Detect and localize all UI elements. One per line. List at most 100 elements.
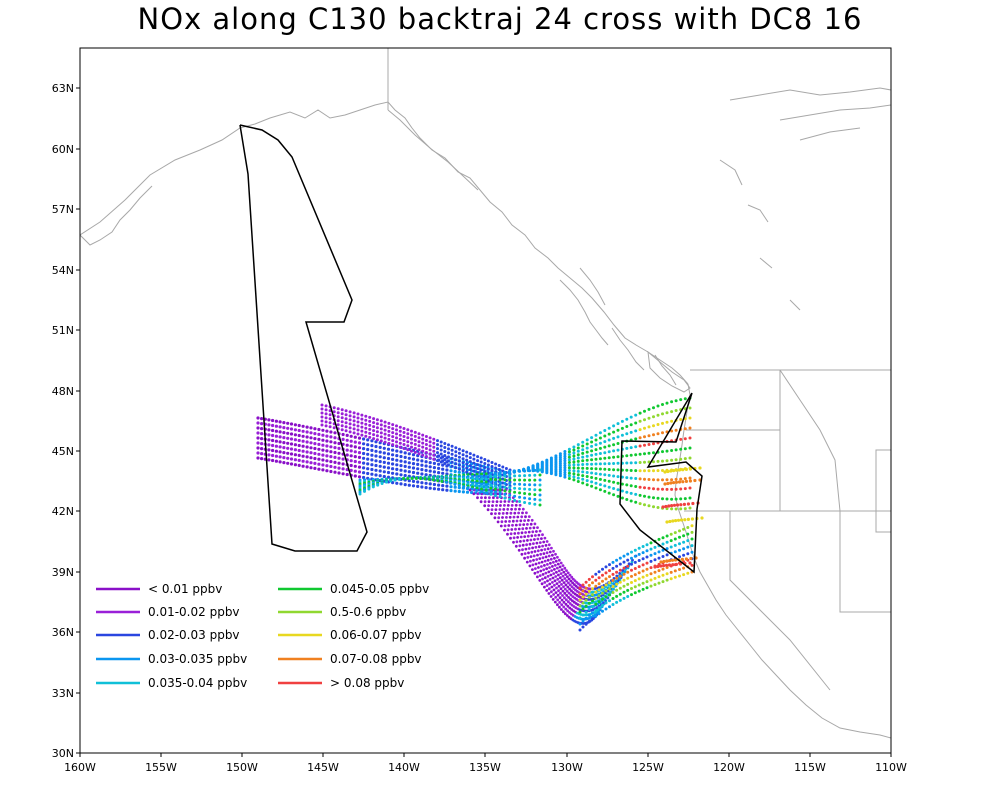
trajectory-point bbox=[309, 466, 313, 470]
trajectory-point bbox=[590, 436, 594, 440]
trajectory-point bbox=[340, 420, 344, 424]
trajectory-point bbox=[471, 475, 475, 479]
trajectory-point bbox=[647, 416, 651, 420]
trajectory-point bbox=[620, 426, 624, 430]
trajectory-point bbox=[293, 428, 297, 432]
trajectory-point bbox=[683, 518, 687, 522]
trajectory-point bbox=[428, 486, 432, 490]
trajectory-point bbox=[521, 543, 525, 547]
bc-coast-islands bbox=[559, 267, 677, 386]
trajectory-point bbox=[682, 502, 687, 506]
trajectory-point bbox=[634, 429, 638, 433]
trajectory-point bbox=[320, 415, 324, 419]
trajectory-point bbox=[378, 469, 382, 473]
trajectory-point bbox=[576, 456, 580, 460]
trajectory-point bbox=[674, 468, 679, 472]
trajectory-point bbox=[465, 458, 469, 462]
trajectory-point bbox=[374, 449, 378, 453]
trajectory-point bbox=[513, 490, 517, 494]
trajectory-point bbox=[515, 500, 519, 503]
trajectory-point bbox=[540, 548, 543, 552]
trajectory-point bbox=[301, 454, 305, 458]
trajectory-point bbox=[489, 480, 493, 484]
trajectory-point bbox=[432, 470, 436, 474]
trajectory-point bbox=[432, 482, 436, 487]
trajectory-point bbox=[567, 450, 571, 454]
trajectory-point bbox=[556, 603, 559, 607]
trajectory-point bbox=[293, 423, 297, 427]
trajectory-point bbox=[638, 452, 642, 456]
trajectory-point bbox=[612, 493, 616, 497]
trajectory-point bbox=[521, 507, 525, 511]
trajectory-point bbox=[333, 470, 337, 474]
trajectory-point bbox=[317, 437, 321, 441]
trajectory-point bbox=[638, 444, 642, 448]
trajectory-point bbox=[353, 450, 357, 454]
trajectory-point bbox=[416, 458, 420, 462]
trajectory-point bbox=[567, 591, 571, 595]
legend-label: 0.045-0.05 ppbv bbox=[330, 582, 429, 596]
trajectory-point bbox=[674, 507, 678, 511]
trajectory-point bbox=[289, 437, 294, 441]
trajectory-point bbox=[348, 414, 352, 418]
trajectory-point bbox=[407, 456, 411, 460]
trajectory-point bbox=[581, 474, 585, 478]
trajectory-point bbox=[513, 486, 517, 490]
trajectory-point bbox=[572, 457, 576, 461]
trajectory-point bbox=[399, 454, 403, 459]
trajectory-point bbox=[447, 451, 450, 455]
trajectory-point bbox=[585, 475, 589, 478]
trajectory-point bbox=[665, 449, 669, 453]
trajectory-point bbox=[480, 485, 484, 489]
trajectory-point bbox=[690, 517, 695, 521]
trajectory-point bbox=[413, 442, 417, 446]
trajectory-point bbox=[620, 496, 624, 500]
trajectory-point bbox=[417, 444, 421, 448]
trajectory-point bbox=[453, 482, 457, 486]
trajectory-point bbox=[664, 563, 669, 567]
trajectory-point bbox=[669, 532, 673, 536]
trajectory-point bbox=[493, 471, 497, 475]
trajectory-point bbox=[271, 423, 275, 428]
trajectory-point bbox=[436, 439, 439, 443]
trajectory-point bbox=[629, 446, 633, 450]
trajectory-point bbox=[503, 504, 506, 507]
trajectory-point bbox=[437, 483, 441, 487]
trajectory-point bbox=[472, 457, 476, 461]
trajectory-point bbox=[597, 600, 601, 604]
trajectory-point bbox=[538, 478, 542, 482]
trajectory-point bbox=[325, 464, 329, 468]
trajectory-point bbox=[489, 489, 493, 493]
trajectory-point bbox=[490, 469, 494, 472]
trajectory-point bbox=[629, 469, 633, 472]
trajectory-point bbox=[576, 449, 580, 453]
trajectory-point bbox=[538, 488, 542, 492]
trajectory-point bbox=[424, 460, 428, 464]
trajectory-point bbox=[374, 459, 378, 463]
trajectory-point bbox=[454, 450, 458, 454]
trajectory-point bbox=[490, 508, 494, 511]
trajectory-point bbox=[541, 544, 544, 548]
trajectory-point bbox=[475, 484, 479, 488]
trajectory-point bbox=[341, 457, 345, 461]
trajectory-point bbox=[515, 519, 519, 523]
trajectory-point bbox=[395, 463, 399, 467]
trajectory-point bbox=[357, 465, 362, 469]
trajectory-point bbox=[559, 587, 563, 591]
trajectory-point bbox=[611, 560, 615, 564]
trajectory-point bbox=[657, 537, 661, 541]
trajectory-point bbox=[615, 558, 619, 562]
trajectory-point bbox=[566, 585, 570, 589]
trajectory-point bbox=[530, 534, 534, 538]
trajectory-point bbox=[540, 565, 543, 568]
trajectory-point bbox=[356, 420, 360, 424]
dc8-flight-track bbox=[239, 124, 368, 552]
trajectory-point bbox=[563, 468, 567, 472]
trajectory-point bbox=[309, 436, 313, 440]
trajectory-point bbox=[301, 429, 305, 433]
trajectory-point bbox=[564, 607, 568, 611]
trajectory-point bbox=[591, 605, 594, 609]
trajectory-point bbox=[585, 471, 589, 474]
trajectory-point bbox=[649, 566, 653, 570]
trajectory-point bbox=[382, 470, 386, 474]
